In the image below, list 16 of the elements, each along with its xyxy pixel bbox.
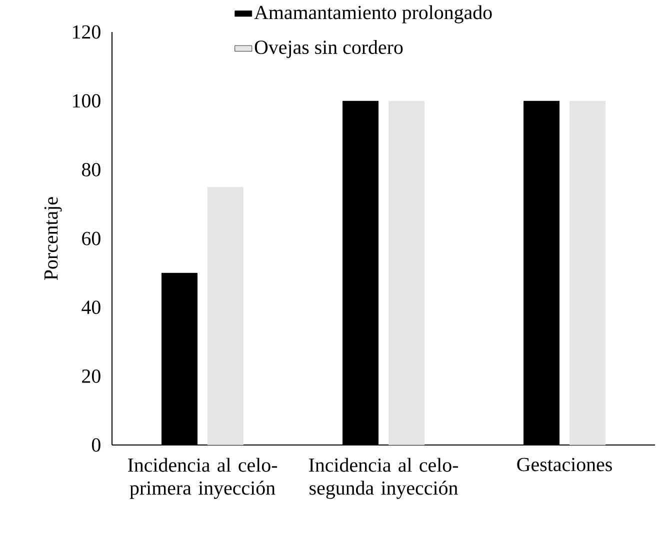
y-tick-label: 40 (82, 300, 100, 314)
legend-label: Ovejas sin cordero (254, 40, 403, 58)
bar (570, 100, 606, 445)
y-tick-label: 100 (73, 94, 100, 108)
x-tick-label: Incidencia al celo-segunda inyección (308, 458, 458, 499)
y-tick-label: 120 (73, 25, 100, 39)
x-tick-label: Incidencia al celo-primera inyección (128, 458, 278, 499)
bar (388, 100, 425, 445)
y-tick-label: 0 (92, 438, 100, 452)
y-tick-label: 60 (82, 232, 100, 246)
bar (208, 186, 244, 445)
y-tick-label: 20 (82, 369, 100, 383)
y-tick-label: 80 (82, 162, 100, 176)
x-tick-label: Gestaciones (517, 458, 612, 472)
legend-label: Amamantamiento prolongado (254, 5, 492, 24)
y-axis-title: Porcentaje (44, 197, 62, 280)
